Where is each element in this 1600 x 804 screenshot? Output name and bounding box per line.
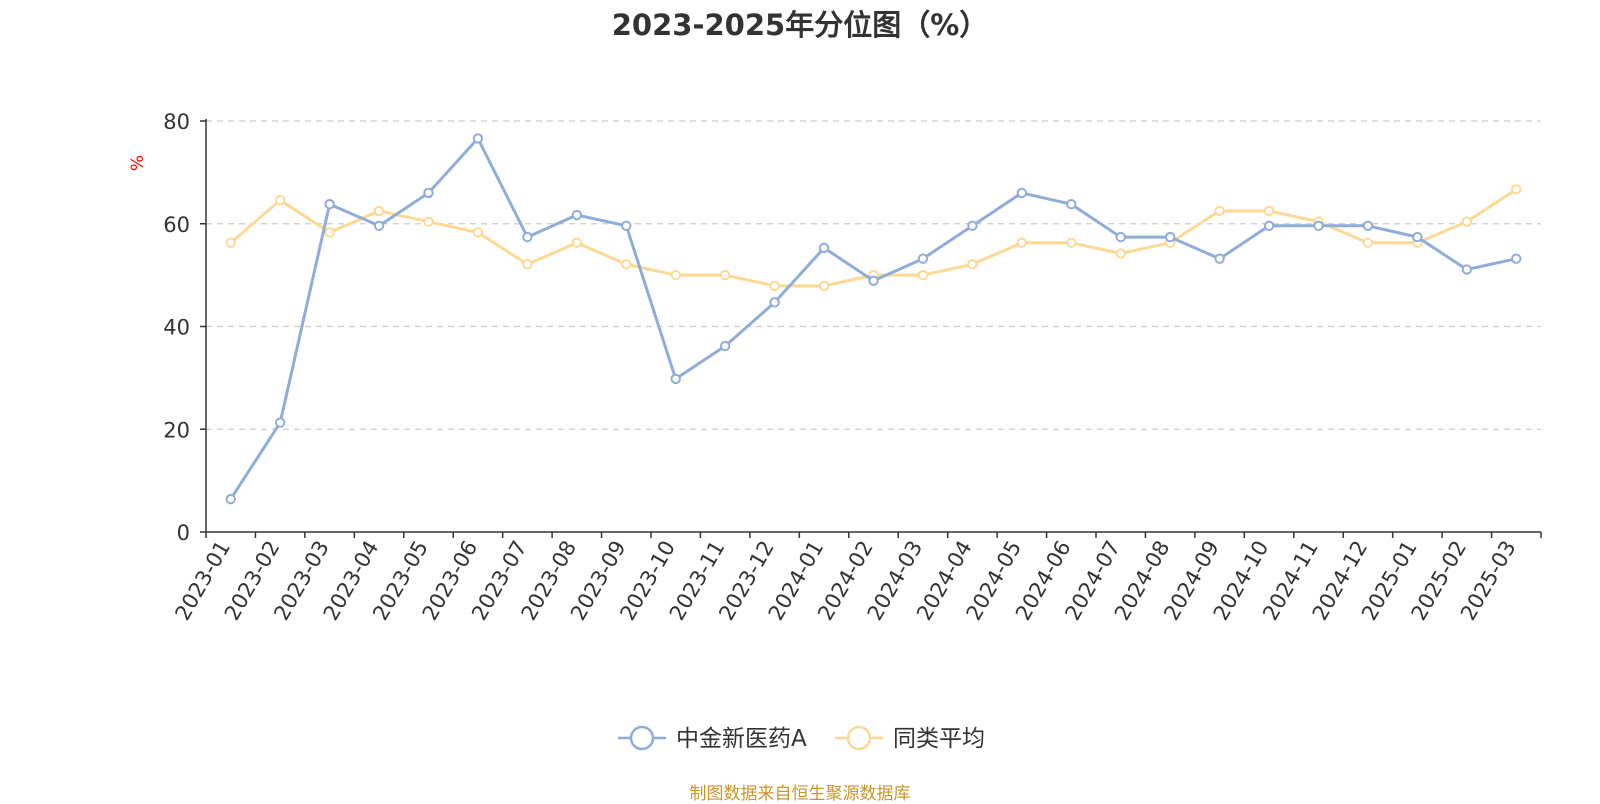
data-point[interactable] — [769, 297, 780, 308]
data-point[interactable] — [1214, 253, 1225, 264]
series-layer — [225, 133, 1522, 505]
data-point[interactable] — [621, 220, 632, 232]
data-point[interactable] — [917, 269, 929, 281]
data-point[interactable] — [373, 220, 385, 232]
data-point[interactable] — [225, 237, 236, 248]
legend-marker-icon — [846, 725, 872, 751]
data-point[interactable] — [274, 417, 286, 428]
data-point[interactable] — [522, 259, 533, 270]
data-point[interactable] — [423, 216, 434, 227]
data-point[interactable] — [472, 227, 484, 238]
data-point[interactable] — [373, 205, 385, 217]
data-point[interactable] — [274, 194, 286, 206]
data-point[interactable] — [621, 259, 632, 270]
legend-item-1[interactable]: 中金新医药A — [618, 725, 807, 752]
data-point[interactable] — [324, 227, 335, 238]
legend[interactable]: 中金新医药A 同类平均 — [618, 725, 985, 752]
data-point[interactable] — [818, 242, 830, 254]
data-point[interactable] — [1214, 205, 1225, 217]
source-note: 制图数据来自恒生聚源数据库 — [689, 784, 911, 804]
data-point[interactable] — [225, 493, 236, 505]
data-point[interactable] — [1016, 187, 1028, 199]
data-point[interactable] — [967, 220, 978, 232]
data-point[interactable] — [1115, 231, 1126, 243]
data-point[interactable] — [967, 259, 978, 270]
data-point[interactable] — [1412, 231, 1423, 243]
y-tick-label: 60 — [163, 213, 190, 237]
data-point[interactable] — [670, 269, 681, 281]
series-2 — [225, 184, 1522, 292]
legend-item-2[interactable]: 同类平均 — [835, 725, 985, 752]
data-point[interactable] — [1066, 199, 1077, 210]
data-point[interactable] — [1511, 253, 1522, 264]
data-point[interactable] — [670, 373, 681, 385]
data-point[interactable] — [1511, 184, 1522, 195]
data-point[interactable] — [571, 237, 583, 248]
data-point[interactable] — [472, 133, 484, 144]
data-point[interactable] — [1461, 216, 1473, 227]
data-point[interactable] — [1461, 264, 1473, 275]
series-1 — [225, 133, 1522, 505]
y-axis-unit-label: % — [128, 155, 148, 171]
data-point[interactable] — [1313, 220, 1324, 232]
y-tick-label: 80 — [163, 110, 190, 134]
data-point[interactable] — [571, 209, 583, 221]
legend-label: 中金新医药A — [676, 726, 807, 752]
data-point[interactable] — [1066, 237, 1077, 248]
data-point[interactable] — [719, 269, 731, 281]
y-tick-label: 40 — [163, 316, 190, 340]
data-point[interactable] — [1362, 220, 1374, 232]
legend-label: 同类平均 — [893, 726, 985, 752]
y-tick-label: 0 — [177, 521, 190, 545]
data-point[interactable] — [719, 340, 731, 352]
data-point[interactable] — [769, 280, 780, 292]
data-point[interactable] — [1115, 248, 1126, 259]
y-tick-label: 20 — [163, 418, 190, 442]
data-point[interactable] — [1362, 237, 1374, 248]
data-point[interactable] — [818, 280, 830, 292]
data-point[interactable] — [423, 187, 434, 199]
axes: 0204060802023-012023-022023-032023-04202… — [163, 110, 1542, 624]
data-point[interactable] — [522, 231, 533, 243]
data-point[interactable] — [868, 275, 879, 286]
data-point[interactable] — [917, 253, 929, 264]
legend-marker-icon — [629, 725, 655, 751]
chart-title: 2023-2025年分位图（%） — [611, 8, 989, 42]
data-point[interactable] — [324, 199, 335, 210]
data-point[interactable] — [1016, 237, 1028, 248]
data-point[interactable] — [1164, 231, 1176, 243]
data-point[interactable] — [1263, 220, 1275, 232]
data-point[interactable] — [1263, 205, 1275, 217]
